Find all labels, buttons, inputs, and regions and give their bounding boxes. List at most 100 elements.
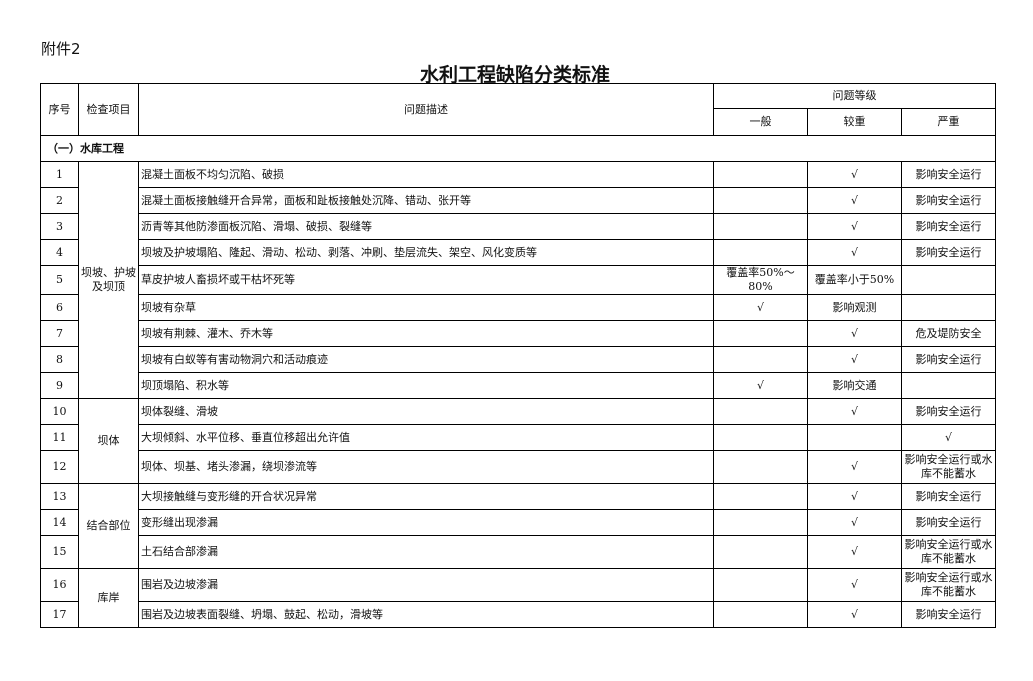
level-general (713, 509, 808, 536)
level-severe: 影响安全运行或水库不能蓄水 (901, 450, 996, 484)
level-severe: √ (901, 424, 996, 451)
level-moderate: √ (807, 187, 902, 214)
row-number: 9 (40, 372, 79, 399)
table-row: 3 沥青等其他防渗面板沉陷、滑塌、破损、裂缝等 √ 影响安全运行 (40, 213, 996, 240)
row-number: 12 (40, 450, 79, 484)
row-number: 5 (40, 265, 79, 295)
level-general (713, 601, 808, 628)
row-number: 14 (40, 509, 79, 536)
table-row: 2 混凝土面板接触缝开合异常，面板和趾板接触处沉降、错动、张开等 √ 影响安全运行 (40, 187, 996, 214)
table-row: 10 坝体 坝体裂缝、滑坡 √ 影响安全运行 (40, 398, 996, 484)
problem-description: 坝坡有杂草 (138, 294, 714, 321)
table-row: 5 草皮护坡人畜损坏或干枯坏死等 覆盖率50%～80% 覆盖率小于50% (40, 265, 996, 295)
problem-description: 围岩及边坡渗漏 (138, 568, 714, 602)
level-severe: 影响安全运行 (901, 161, 996, 188)
level-general: √ (713, 294, 808, 321)
level-severe: 影响安全运行 (901, 509, 996, 536)
problem-description: 坝体、坝基、堵头渗漏，绕坝渗流等 (138, 450, 714, 484)
level-moderate: √ (807, 346, 902, 373)
table-row: 11 大坝倾斜、水平位移、垂直位移超出允许值 √ (40, 424, 996, 451)
level-severe (901, 265, 996, 295)
table-row: 6 坝坡有杂草 √ 影响观测 (40, 294, 996, 321)
table-row: 15 土石结合部渗漏 √ 影响安全运行或水库不能蓄水 (40, 535, 996, 569)
level-severe: 影响安全运行或水库不能蓄水 (901, 535, 996, 569)
row-number: 8 (40, 346, 79, 373)
level-moderate: √ (807, 320, 902, 347)
table-row: 17 围岩及边坡表面裂缝、坍塌、鼓起、松动，滑坡等 √ 影响安全运行 (40, 601, 996, 628)
header-general: 一般 (713, 108, 808, 136)
level-severe: 影响安全运行 (901, 187, 996, 214)
row-number: 1 (40, 161, 79, 188)
problem-description: 大坝倾斜、水平位移、垂直位移超出允许值 (138, 424, 714, 451)
problem-description: 混凝土面板不均匀沉陷、破损 (138, 161, 714, 188)
attachment-label: 附件2 (41, 40, 81, 58)
level-moderate: √ (807, 509, 902, 536)
level-moderate: √ (807, 161, 902, 188)
row-number: 13 (40, 483, 79, 510)
problem-description: 坝体裂缝、滑坡 (138, 398, 714, 425)
problem-description: 变形缝出现渗漏 (138, 509, 714, 536)
level-severe: 影响安全运行 (901, 346, 996, 373)
table-row: 4 坝坡及护坡塌陷、隆起、滑动、松动、剥落、冲刷、垫层流失、架空、风化变质等 √ 影响… (40, 239, 996, 266)
problem-description: 围岩及边坡表面裂缝、坍塌、鼓起、松动，滑坡等 (138, 601, 714, 628)
level-severe: 影响安全运行 (901, 601, 996, 628)
level-general (713, 161, 808, 188)
level-general (713, 398, 808, 425)
problem-description: 大坝接触缝与变形缝的开合状况异常 (138, 483, 714, 510)
level-general (713, 187, 808, 214)
problem-description: 坝顶塌陷、积水等 (138, 372, 714, 399)
row-number: 7 (40, 320, 79, 347)
table-row: 9 坝顶塌陷、积水等 √ 影响交通 (40, 372, 996, 399)
level-moderate: 影响交通 (807, 372, 902, 399)
level-general (713, 568, 808, 602)
header-desc: 问题描述 (138, 83, 714, 136)
table-row: 1 坝坡、护坡及坝顶 混凝土面板不均匀沉陷、破损 √ 影响安全运行 (40, 161, 996, 399)
level-general (713, 320, 808, 347)
level-moderate: √ (807, 398, 902, 425)
row-number: 2 (40, 187, 79, 214)
table-row: 7 坝坡有荆棘、灌木、乔木等 √ 危及堤防安全 (40, 320, 996, 347)
level-moderate: √ (807, 535, 902, 569)
problem-description: 草皮护坡人畜损坏或干枯坏死等 (138, 265, 714, 295)
check-item: 坝坡、护坡及坝顶 (78, 161, 139, 399)
row-number: 10 (40, 398, 79, 425)
problem-description: 坝坡有白蚁等有害动物洞穴和活动痕迹 (138, 346, 714, 373)
level-severe: 影响安全运行或水库不能蓄水 (901, 568, 996, 602)
level-general (713, 450, 808, 484)
header-item: 检查项目 (78, 83, 139, 136)
header-moderate: 较重 (807, 108, 902, 136)
level-severe: 影响安全运行 (901, 239, 996, 266)
table-row: 8 坝坡有白蚁等有害动物洞穴和活动痕迹 √ 影响安全运行 (40, 346, 996, 373)
row-number: 3 (40, 213, 79, 240)
row-number: 4 (40, 239, 79, 266)
level-severe: 影响安全运行 (901, 213, 996, 240)
level-severe: 影响安全运行 (901, 483, 996, 510)
problem-description: 混凝土面板接触缝开合异常，面板和趾板接触处沉降、错动、张开等 (138, 187, 714, 214)
problem-description: 坝坡有荆棘、灌木、乔木等 (138, 320, 714, 347)
check-item: 坝体 (78, 398, 139, 484)
level-severe (901, 372, 996, 399)
level-general (713, 239, 808, 266)
level-moderate (807, 424, 902, 451)
problem-description: 土石结合部渗漏 (138, 535, 714, 569)
level-general (713, 483, 808, 510)
level-moderate: 影响观测 (807, 294, 902, 321)
header-no: 序号 (40, 83, 79, 136)
header-level: 问题等级 (713, 83, 996, 109)
level-moderate: √ (807, 601, 902, 628)
level-moderate: 覆盖率小于50% (807, 265, 902, 295)
row-number: 15 (40, 535, 79, 569)
level-moderate: √ (807, 483, 902, 510)
level-moderate: √ (807, 239, 902, 266)
row-number: 17 (40, 601, 79, 628)
row-number: 6 (40, 294, 79, 321)
level-general: √ (713, 372, 808, 399)
level-moderate: √ (807, 450, 902, 484)
level-moderate: √ (807, 568, 902, 602)
table-row: 14 变形缝出现渗漏 √ 影响安全运行 (40, 509, 996, 536)
level-moderate: √ (807, 213, 902, 240)
level-severe: 危及堤防安全 (901, 320, 996, 347)
level-general: 覆盖率50%～80% (713, 265, 808, 295)
level-general (713, 213, 808, 240)
level-general (713, 424, 808, 451)
